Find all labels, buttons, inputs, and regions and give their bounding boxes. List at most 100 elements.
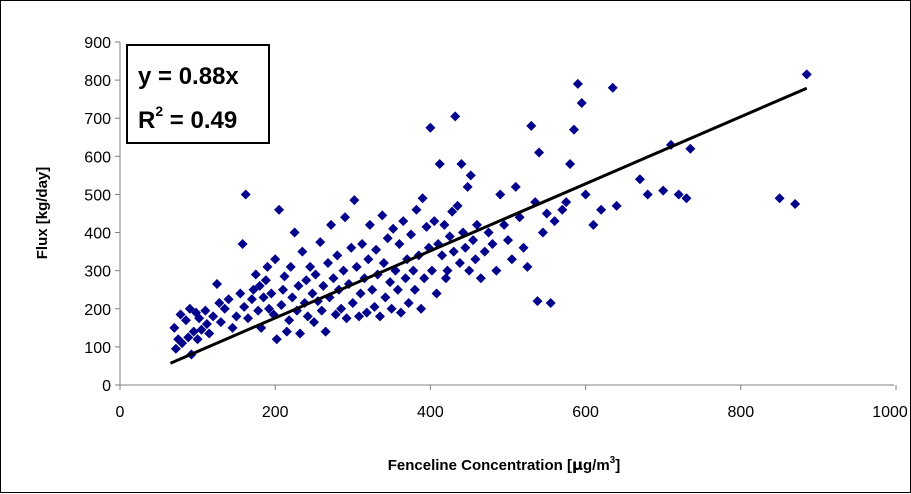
data-point bbox=[483, 227, 494, 238]
data-point bbox=[260, 275, 271, 286]
data-point bbox=[200, 305, 211, 316]
data-point bbox=[568, 124, 579, 135]
data-point bbox=[534, 147, 545, 158]
x-axis-title: Fenceline Concentration [μg/m3] bbox=[388, 455, 620, 474]
data-point bbox=[293, 280, 304, 291]
data-point bbox=[194, 313, 205, 324]
data-point bbox=[526, 120, 537, 131]
data-point bbox=[431, 288, 442, 299]
data-point bbox=[685, 143, 696, 154]
data-point bbox=[361, 307, 372, 318]
data-point bbox=[188, 326, 199, 337]
data-point bbox=[354, 311, 365, 322]
data-point bbox=[470, 254, 481, 265]
data-point bbox=[572, 78, 583, 89]
data-point bbox=[394, 238, 405, 249]
data-point bbox=[326, 219, 337, 230]
equation-box-border bbox=[126, 44, 270, 144]
data-point bbox=[316, 305, 327, 316]
data-point bbox=[263, 303, 274, 314]
data-point bbox=[357, 238, 368, 249]
data-point bbox=[180, 315, 191, 326]
y-tick-label: 200 bbox=[84, 302, 111, 319]
data-point bbox=[448, 246, 459, 257]
data-point bbox=[371, 244, 382, 255]
data-point bbox=[212, 279, 222, 290]
data-point bbox=[392, 284, 403, 295]
data-point bbox=[475, 273, 486, 284]
data-point bbox=[406, 229, 416, 240]
data-point bbox=[318, 280, 329, 291]
y-axis-title: Flux [kg/day] bbox=[34, 167, 51, 260]
data-point bbox=[235, 288, 246, 299]
data-point bbox=[400, 273, 411, 284]
data-point bbox=[332, 250, 343, 261]
data-point bbox=[417, 193, 428, 204]
data-point bbox=[801, 69, 812, 80]
data-point bbox=[382, 233, 393, 244]
data-point bbox=[246, 294, 257, 305]
data-point bbox=[503, 235, 513, 246]
data-point bbox=[377, 210, 388, 221]
data-point bbox=[386, 303, 397, 314]
data-point bbox=[253, 305, 264, 316]
y-tick-label: 400 bbox=[84, 226, 111, 243]
data-point bbox=[285, 261, 296, 272]
data-point bbox=[369, 301, 380, 312]
data-point bbox=[456, 158, 467, 169]
data-point bbox=[561, 197, 572, 208]
data-point bbox=[239, 301, 250, 312]
x-tick-label: 800 bbox=[727, 404, 754, 421]
data-point bbox=[487, 238, 498, 249]
data-point bbox=[454, 258, 465, 269]
x-tick-label: 400 bbox=[417, 404, 444, 421]
data-point bbox=[274, 204, 285, 215]
data-point bbox=[419, 273, 430, 284]
data-point bbox=[440, 273, 451, 284]
data-point bbox=[258, 292, 269, 303]
data-point bbox=[450, 111, 461, 122]
data-point bbox=[330, 309, 341, 320]
data-point bbox=[295, 328, 306, 339]
ticks: 0 100 200 300 400 500 600 700 800 900 0 200 400 600 80… bbox=[84, 35, 908, 421]
data-points bbox=[169, 69, 812, 360]
equation-text: y = 0.88x bbox=[138, 63, 239, 90]
data-point bbox=[462, 181, 473, 192]
data-point bbox=[447, 206, 458, 217]
data-point bbox=[439, 219, 450, 230]
data-point bbox=[537, 227, 548, 238]
data-point bbox=[576, 97, 587, 108]
data-point bbox=[208, 311, 219, 322]
data-point bbox=[302, 311, 313, 322]
data-point bbox=[409, 284, 420, 295]
y-tick-label: 100 bbox=[84, 340, 111, 357]
data-point bbox=[444, 231, 455, 242]
data-point bbox=[545, 298, 556, 309]
axes bbox=[119, 42, 894, 386]
data-point bbox=[196, 324, 207, 335]
data-point bbox=[279, 271, 290, 282]
data-point bbox=[276, 299, 287, 310]
data-point bbox=[289, 227, 300, 238]
data-point bbox=[510, 181, 521, 192]
data-point bbox=[169, 322, 180, 333]
data-point bbox=[184, 303, 195, 314]
data-point bbox=[367, 284, 378, 295]
data-point bbox=[297, 246, 308, 257]
data-point bbox=[673, 189, 684, 200]
data-point bbox=[681, 193, 692, 204]
data-point bbox=[328, 273, 339, 284]
data-point bbox=[464, 265, 475, 276]
y-tick-label: 900 bbox=[84, 35, 111, 52]
data-point bbox=[363, 254, 374, 265]
data-point bbox=[336, 303, 347, 314]
data-point bbox=[315, 237, 326, 248]
data-point bbox=[254, 280, 265, 291]
data-point bbox=[421, 221, 432, 232]
data-point bbox=[790, 198, 801, 209]
data-point bbox=[588, 219, 599, 230]
data-point bbox=[243, 313, 254, 324]
r-squared-text: R2 = 0.49 bbox=[138, 103, 237, 134]
data-point bbox=[426, 265, 437, 276]
